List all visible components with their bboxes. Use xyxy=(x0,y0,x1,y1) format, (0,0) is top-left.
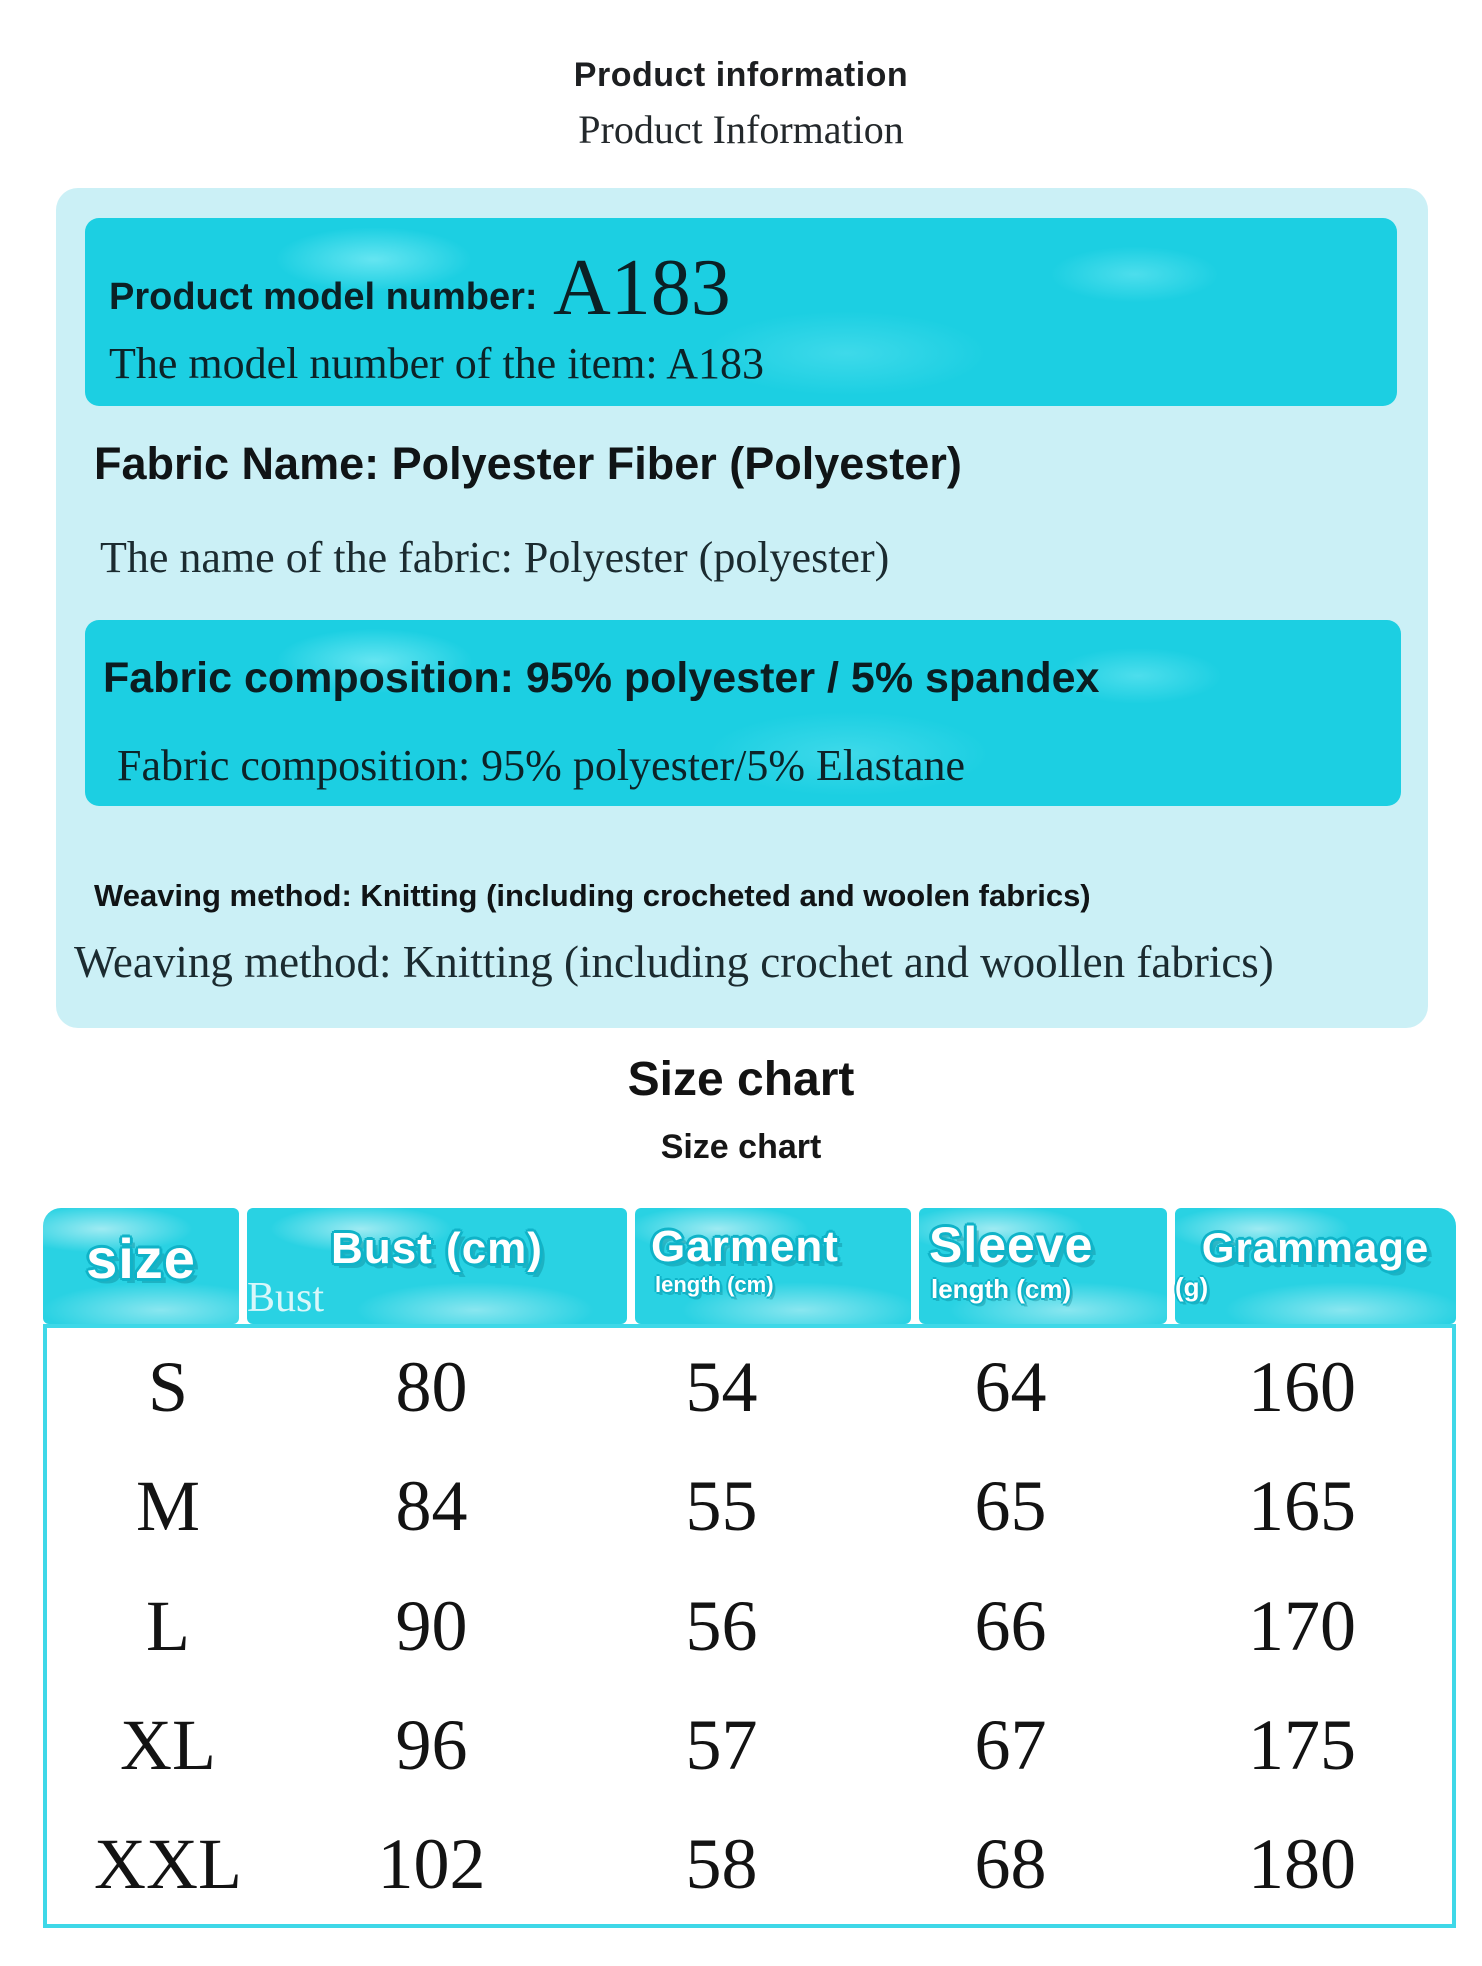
cell-sleeve: 67 xyxy=(974,1704,1047,1785)
cell-grammage: 165 xyxy=(1248,1466,1356,1547)
weaving-method-heading: Weaving method: Knitting (including croc… xyxy=(94,878,1091,913)
cell-grammage: 175 xyxy=(1248,1704,1356,1785)
fabric-composition-box: Fabric composition: 95% polyester / 5% s… xyxy=(85,620,1401,806)
size-chart-subtitle: Size chart xyxy=(660,1128,822,1166)
column-header-sleeve-sub: length (cm) xyxy=(931,1274,1072,1304)
column-header-grammage-sub: (g) xyxy=(1175,1272,1209,1302)
cell-grammage: 180 xyxy=(1248,1823,1356,1904)
cell-sleeve: 65 xyxy=(974,1466,1047,1547)
column-header-bust-sub: Bust xyxy=(247,1275,325,1321)
cell-size: XXL xyxy=(94,1823,242,1904)
table-row: XXL 102 58 68 180 xyxy=(47,1805,1452,1924)
column-header-grammage: Grammage (g) xyxy=(1175,1208,1456,1324)
fabric-name-translation: The name of the fabric: Polyester (polye… xyxy=(100,533,890,582)
cell-garment: 58 xyxy=(685,1823,758,1904)
cell-size: S xyxy=(147,1347,189,1428)
table-row: L 90 56 66 170 xyxy=(47,1566,1452,1685)
column-header-grammage-label: Grammage xyxy=(1201,1224,1430,1271)
cell-sleeve: 64 xyxy=(974,1347,1047,1428)
size-chart-body: S 80 54 64 160 M 84 55 65 165 L 90 56 66… xyxy=(43,1324,1456,1928)
cell-bust: 84 xyxy=(395,1466,468,1547)
cell-garment: 54 xyxy=(685,1347,758,1428)
size-chart-header-row: size Bust (cm) Bust Garment length (cm) … xyxy=(43,1208,1456,1324)
fabric-composition-heading: Fabric composition: 95% polyester / 5% s… xyxy=(103,654,1100,702)
cell-bust: 90 xyxy=(395,1585,468,1666)
cell-garment: 55 xyxy=(685,1466,758,1547)
model-number-value: A183 xyxy=(553,244,731,332)
table-row: M 84 55 65 165 xyxy=(47,1447,1452,1566)
page-subtitle: Product Information xyxy=(578,107,904,152)
cell-sleeve: 66 xyxy=(974,1585,1047,1666)
column-header-garment-sub: length (cm) xyxy=(655,1272,774,1297)
cell-size: L xyxy=(146,1585,190,1666)
cell-sleeve: 68 xyxy=(974,1823,1047,1904)
column-header-sleeve-label: Sleeve xyxy=(929,1217,1094,1273)
column-header-size: size xyxy=(43,1208,239,1324)
product-info-card: Product model number: A183 The model num… xyxy=(56,188,1428,1028)
cell-grammage: 160 xyxy=(1248,1347,1356,1428)
cell-size: XL xyxy=(120,1704,216,1785)
size-chart-title: Size chart xyxy=(627,1053,855,1106)
column-header-sleeve-length: Sleeve length (cm) xyxy=(919,1208,1167,1324)
table-row: S 80 54 64 160 xyxy=(47,1328,1452,1447)
cell-bust: 102 xyxy=(377,1823,486,1904)
column-header-bust-label: Bust (cm) xyxy=(331,1224,543,1273)
cell-grammage: 170 xyxy=(1248,1585,1356,1666)
column-header-bust: Bust (cm) Bust xyxy=(247,1208,627,1324)
model-number-translation: The model number of the item: A183 xyxy=(109,339,764,388)
column-header-size-label: size xyxy=(86,1227,196,1290)
cell-bust: 96 xyxy=(395,1704,468,1785)
column-header-garment-label: Garment xyxy=(651,1222,839,1271)
fabric-name-heading: Fabric Name: Polyester Fiber (Polyester) xyxy=(94,438,962,489)
column-header-garment-length: Garment length (cm) xyxy=(635,1208,911,1324)
cell-bust: 80 xyxy=(395,1347,468,1428)
page-title: Product information xyxy=(573,56,909,94)
cell-size: M xyxy=(135,1466,201,1547)
weaving-method-translation: Weaving method: Knitting (including croc… xyxy=(74,937,1274,987)
size-chart-table: size Bust (cm) Bust Garment length (cm) … xyxy=(43,1208,1456,1928)
cell-garment: 57 xyxy=(685,1704,758,1785)
cell-garment: 56 xyxy=(685,1585,758,1666)
table-row: XL 96 57 67 175 xyxy=(47,1686,1452,1805)
model-number-box: Product model number: A183 The model num… xyxy=(85,218,1397,406)
model-number-label: Product model number: xyxy=(109,276,538,318)
fabric-composition-translation: Fabric composition: 95% polyester/5% Ela… xyxy=(117,741,966,790)
